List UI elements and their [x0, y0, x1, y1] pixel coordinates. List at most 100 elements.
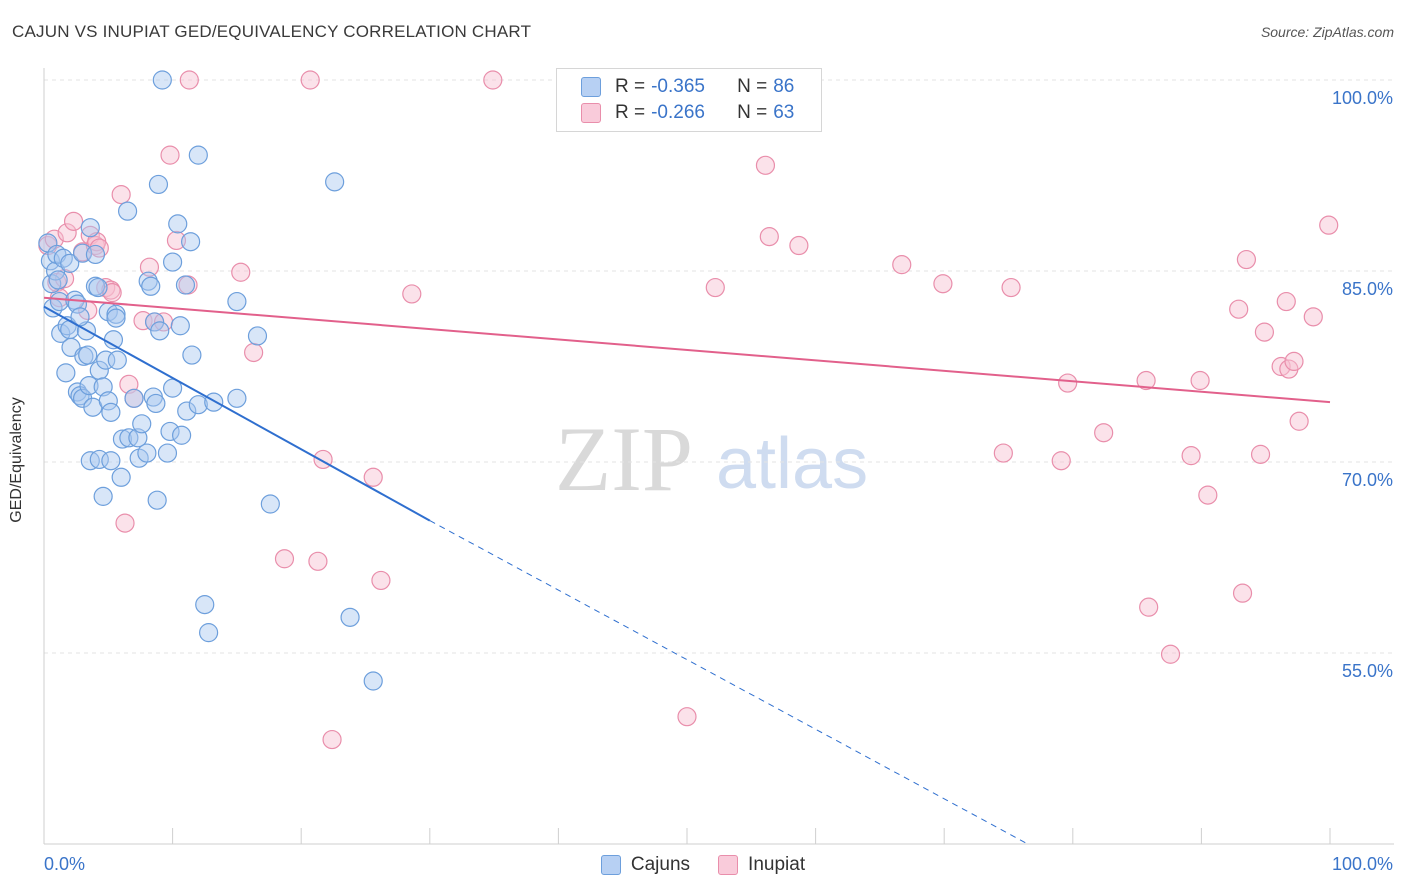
inupiat-point [1136, 370, 1156, 391]
inupiat-point [179, 70, 199, 90]
cajun-point [138, 271, 158, 291]
inupiat-point [1276, 291, 1296, 312]
inupiat-point [160, 145, 180, 165]
cajun-point [80, 218, 100, 238]
inupiat-swatch [581, 103, 601, 123]
cajun-point [340, 607, 360, 627]
cajun-point [56, 363, 76, 383]
inupiat-point [115, 513, 135, 533]
cajun-point [53, 248, 73, 268]
cajun-point [144, 312, 165, 332]
cajun-point [175, 275, 196, 295]
inupiat-point [1058, 373, 1078, 393]
inupiat-point [1250, 444, 1271, 464]
cajun-point [60, 253, 80, 273]
cajuns-legend-swatch [600, 855, 621, 875]
inupiat-point [789, 235, 809, 256]
cajun-trend-extension [429, 520, 1029, 845]
cajun-point [111, 467, 131, 487]
inupiat-point [1094, 423, 1114, 443]
gridlines [44, 79, 1394, 654]
cajun-point [199, 623, 219, 643]
inupiat-legend-label: Inupiat [748, 854, 806, 875]
cajun-point [168, 214, 188, 234]
inupiat-point [274, 549, 295, 569]
inupiat-point [1190, 370, 1210, 391]
inupiat-point [933, 274, 953, 294]
cajun-point [78, 345, 98, 365]
cajun-point [88, 277, 108, 298]
cajun-point [181, 232, 201, 252]
tick-labels: 100.0% 85.0% 70.0% 55.0% 0.0% 100.0% [44, 88, 1393, 874]
cajuns-legend-label: Cajuns [630, 854, 691, 875]
cajun-point [188, 145, 208, 165]
inupiat-point [102, 283, 122, 303]
legend-item-inupiat[interactable]: Inupiat [718, 854, 805, 876]
inupiat-point [705, 277, 725, 298]
cajun-point [124, 388, 144, 408]
inupiat-point [755, 155, 776, 175]
cajun-point [260, 494, 280, 514]
inupiat-point [993, 443, 1013, 463]
legend-row-cajuns: R = -0.365 N = 86 [581, 75, 794, 99]
inupiat-point [1271, 356, 1291, 377]
cajun-point [146, 393, 166, 414]
cajun-point [172, 425, 192, 445]
cajun-point [98, 391, 118, 411]
inupiat-point [111, 185, 131, 205]
inupiat-point [892, 255, 912, 275]
cajuns-n-label: N = [737, 76, 768, 97]
cajun-point [79, 376, 99, 396]
cajun-point [227, 291, 247, 312]
inupiat-legend-swatch [718, 855, 739, 875]
cajun-points [38, 70, 383, 691]
cajun-point [363, 671, 383, 691]
cajun-point [96, 350, 116, 370]
chart-title: CAJUN VS INUPIAT GED/EQUIVALENCY CORRELA… [12, 22, 532, 41]
inupiat-point [677, 707, 697, 727]
inupiat-point [166, 230, 187, 251]
axes [43, 68, 1394, 845]
y-tick-label: 70.0% [1342, 470, 1393, 490]
y-tick-label: 85.0% [1342, 279, 1393, 299]
inupiat-point [63, 211, 84, 231]
inupiat-point [1303, 307, 1323, 327]
cajun-point [93, 486, 113, 506]
inupiat-point [308, 551, 328, 571]
inupiat-point [1001, 277, 1021, 298]
inupiat-point [1254, 322, 1275, 342]
cajun-point [163, 252, 183, 272]
inupiat-r-value: -0.266 [651, 102, 705, 123]
watermark-zip: ZIP [555, 408, 693, 510]
watermark-atlas: atlas [716, 424, 868, 504]
inupiat-point [1198, 485, 1218, 505]
inupiat-r-label: R = [615, 102, 646, 123]
cajuns-r-value: -0.365 [651, 76, 705, 97]
cajun-point [48, 270, 68, 290]
cajun-point [150, 321, 170, 341]
inupiat-point [96, 277, 116, 298]
watermark: ZIP atlas [555, 408, 868, 510]
inupiat-point [1139, 597, 1159, 617]
cajun-trend-line [43, 305, 431, 522]
inupiat-point [1229, 299, 1249, 319]
inupiat-point [1181, 446, 1201, 466]
cajun-point [152, 70, 172, 90]
cajun-point [157, 443, 178, 463]
cajun-point [325, 172, 345, 192]
inupiat-point [1289, 411, 1309, 431]
inupiat-points [38, 70, 1339, 750]
cajuns-n-value: 86 [773, 76, 795, 97]
x-tick-label-max: 100.0% [1332, 854, 1393, 874]
cajun-point [247, 326, 268, 346]
legend-item-cajuns[interactable]: Cajuns [600, 854, 691, 876]
cajun-point [137, 443, 157, 463]
y-tick-label: 100.0% [1332, 88, 1393, 108]
inupiat-n-label: N = [737, 102, 768, 123]
cajun-point [141, 276, 161, 296]
inupiat-point [759, 227, 779, 247]
cajun-point [195, 595, 215, 615]
cajuns-r-label: R = [615, 76, 646, 97]
source-credit: Source: ZipAtlas.com [1260, 24, 1394, 40]
